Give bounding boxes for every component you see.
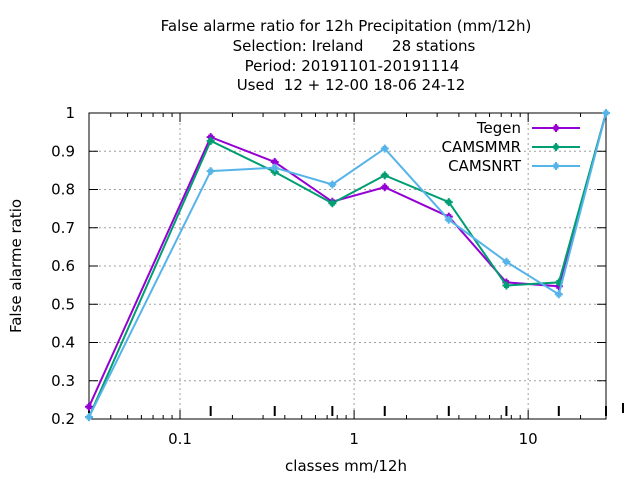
axes xyxy=(88,112,624,420)
y-tick-label: 0.3 xyxy=(51,372,75,390)
data-point xyxy=(328,180,337,189)
legend-marker xyxy=(552,162,560,170)
data-point xyxy=(554,290,563,299)
legend-entry-camsmmr: CAMSMMR xyxy=(441,138,580,156)
series-camsnrt xyxy=(85,109,610,422)
data-point xyxy=(270,163,279,172)
legend-entry-camsnrt: CAMSNRT xyxy=(448,157,580,175)
x-tick-label: 1 xyxy=(349,430,359,448)
y-tick-label: 0.7 xyxy=(51,219,75,237)
legend-marker xyxy=(552,124,560,132)
legend-label: CAMSNRT xyxy=(448,157,522,175)
y-tick-label: 0.2 xyxy=(51,410,75,428)
plot-frame xyxy=(88,112,607,420)
data-point xyxy=(206,167,215,176)
title-line-2: Selection: Ireland 28 stations xyxy=(233,37,476,55)
tick-labels: 0.2 0.3 0.4 0.5 0.6 0.7 0.8 0.9 1 0.1 1 10 xyxy=(51,104,538,448)
data-point xyxy=(502,281,511,290)
data-point xyxy=(380,171,389,180)
grid xyxy=(89,113,606,419)
x-axis-label: classes mm/12h xyxy=(285,457,407,475)
legend-entry-tegen: Tegen xyxy=(476,119,580,137)
x-tick-label: 10 xyxy=(519,430,538,448)
data-point xyxy=(602,109,610,117)
y-tick-label: 0.9 xyxy=(51,142,75,160)
y-tick-label: 1 xyxy=(65,104,75,122)
x-tick-label: 0.1 xyxy=(168,430,192,448)
data-point xyxy=(85,402,93,411)
legend-marker xyxy=(552,143,560,151)
data-point xyxy=(502,257,511,266)
data-point xyxy=(328,199,337,208)
title-line-3: Period: 20191101-20191114 xyxy=(245,57,460,75)
y-tick-label: 0.6 xyxy=(51,257,75,275)
y-tick-label: 0.4 xyxy=(51,334,75,352)
title-line-4: Used 12 + 12-00 18-06 24-12 xyxy=(237,76,466,94)
data-point xyxy=(206,136,215,145)
y-tick-label: 0.8 xyxy=(51,181,75,199)
y-axis-label: False alarme ratio xyxy=(7,199,25,333)
legend-label: Tegen xyxy=(476,119,521,137)
data-point xyxy=(85,413,93,422)
y-tick-label: 0.5 xyxy=(51,295,75,313)
series-lines xyxy=(85,109,610,422)
data-point xyxy=(444,198,453,207)
chart-title: False alarme ratio for 12h Precipitation… xyxy=(161,17,532,94)
title-line-1: False alarme ratio for 12h Precipitation… xyxy=(161,17,532,35)
legend-label: CAMSMMR xyxy=(441,138,521,156)
data-point xyxy=(380,183,389,192)
data-point xyxy=(444,215,453,224)
data-point xyxy=(380,144,389,153)
